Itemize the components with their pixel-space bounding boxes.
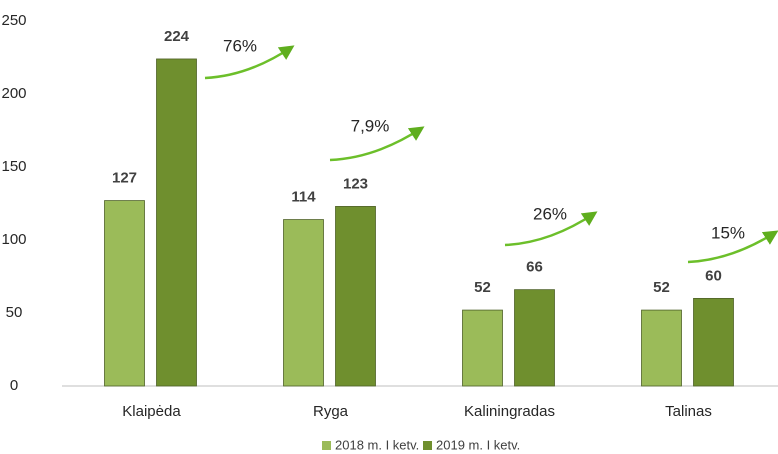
- bar: [462, 309, 503, 387]
- value-label: 60: [705, 267, 722, 284]
- value-label: 52: [474, 279, 491, 296]
- value-label: 123: [343, 175, 368, 192]
- growth-label: 76%: [223, 36, 257, 55]
- y-tick-label: 50: [6, 304, 23, 321]
- x-tick-label: Ryga: [313, 403, 349, 420]
- growth-arrow: [504, 211, 598, 247]
- value-label: 127: [112, 170, 137, 187]
- y-tick-label: 250: [1, 12, 26, 29]
- y-tick-label: 150: [1, 158, 26, 175]
- bar: [514, 289, 555, 387]
- x-tick-label: Klaipėda: [122, 403, 181, 420]
- growth-arrow: [204, 45, 295, 80]
- bar: [693, 297, 734, 387]
- x-tick-label: Kaliningradas: [464, 403, 555, 420]
- growth-label: 15%: [711, 223, 745, 242]
- legend-swatch: [423, 441, 432, 450]
- bar: [283, 219, 324, 387]
- legend-swatch: [322, 441, 331, 450]
- growth-label: 26%: [533, 204, 567, 223]
- growth-arrow: [329, 126, 425, 162]
- value-label: 114: [291, 189, 316, 206]
- value-label: 224: [164, 28, 190, 45]
- value-label: 66: [526, 259, 543, 276]
- y-tick-label: 100: [1, 231, 26, 248]
- bar: [156, 58, 197, 387]
- bar: [335, 206, 376, 387]
- growth-label: 7,9%: [351, 116, 390, 135]
- legend-label: 2018 m. I ketv.: [335, 437, 419, 452]
- value-label: 52: [653, 279, 670, 296]
- x-tick-label: Talinas: [665, 403, 712, 420]
- y-tick-label: 0: [10, 377, 18, 394]
- bar: [104, 200, 145, 387]
- legend-label: 2019 m. I ketv.: [436, 437, 520, 452]
- y-tick-label: 200: [1, 85, 26, 102]
- growth-arrow: [687, 230, 778, 264]
- bar: [641, 309, 682, 387]
